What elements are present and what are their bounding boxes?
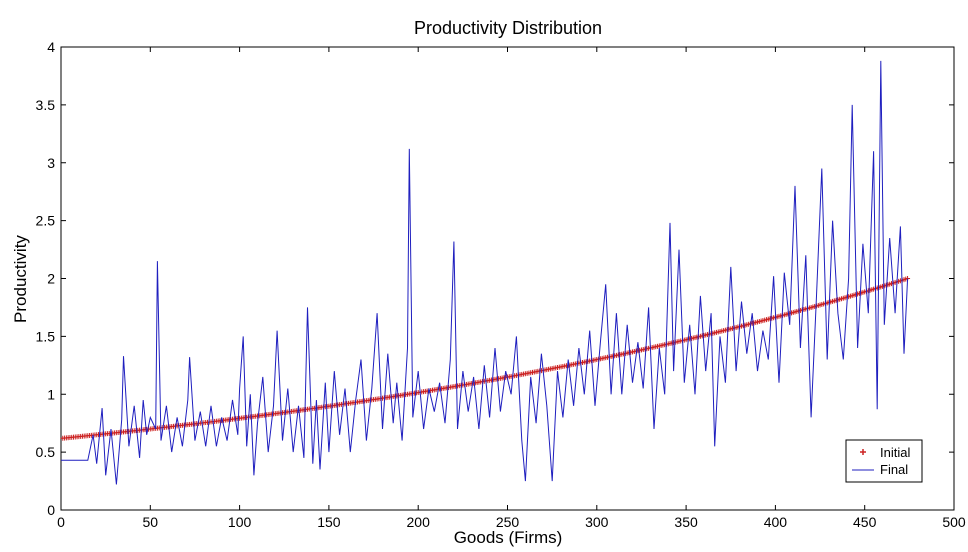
x-tick-label: 500 bbox=[942, 514, 966, 530]
chart-title: Productivity Distribution bbox=[414, 18, 602, 38]
y-tick-label: 3 bbox=[47, 155, 55, 171]
x-tick-label: 300 bbox=[585, 514, 609, 530]
x-tick-label: 250 bbox=[496, 514, 520, 530]
y-tick-label: 4 bbox=[47, 39, 55, 55]
x-tick-label: 150 bbox=[317, 514, 341, 530]
y-axis-title: Productivity bbox=[11, 235, 30, 323]
final-series bbox=[61, 60, 909, 485]
legend-box bbox=[845, 439, 923, 483]
y-tick-label: 0.5 bbox=[36, 444, 56, 460]
x-tick-label: 50 bbox=[143, 514, 159, 530]
y-tick-label: 1.5 bbox=[36, 328, 56, 344]
axis-ticks: 0 50 100 150 200 250 300 350 400 450 500 0 0.5 1 1.5 2 2… bbox=[36, 39, 966, 530]
x-tick-label: 350 bbox=[674, 514, 698, 530]
y-tick-label: 0 bbox=[47, 502, 55, 518]
x-tick-label: 450 bbox=[853, 514, 877, 530]
plot-area bbox=[60, 46, 955, 511]
y-tick-label: 2 bbox=[47, 271, 55, 287]
legend: Initial Final bbox=[845, 439, 923, 483]
y-tick-label: 3.5 bbox=[36, 97, 56, 113]
legend-initial-marker bbox=[860, 449, 866, 455]
legend-initial-label: Initial bbox=[880, 445, 910, 460]
x-tick-label: 400 bbox=[764, 514, 788, 530]
legend-final-label: Final bbox=[880, 462, 908, 477]
x-tick-label: 0 bbox=[57, 514, 65, 530]
x-axis-title: Goods (Firms) bbox=[454, 528, 563, 547]
y-tick-label: 1 bbox=[47, 386, 55, 402]
final-line bbox=[61, 60, 909, 485]
x-tick-label: 100 bbox=[228, 514, 252, 530]
x-tick-label: 200 bbox=[407, 514, 431, 530]
y-tick-label: 2.5 bbox=[36, 213, 56, 229]
